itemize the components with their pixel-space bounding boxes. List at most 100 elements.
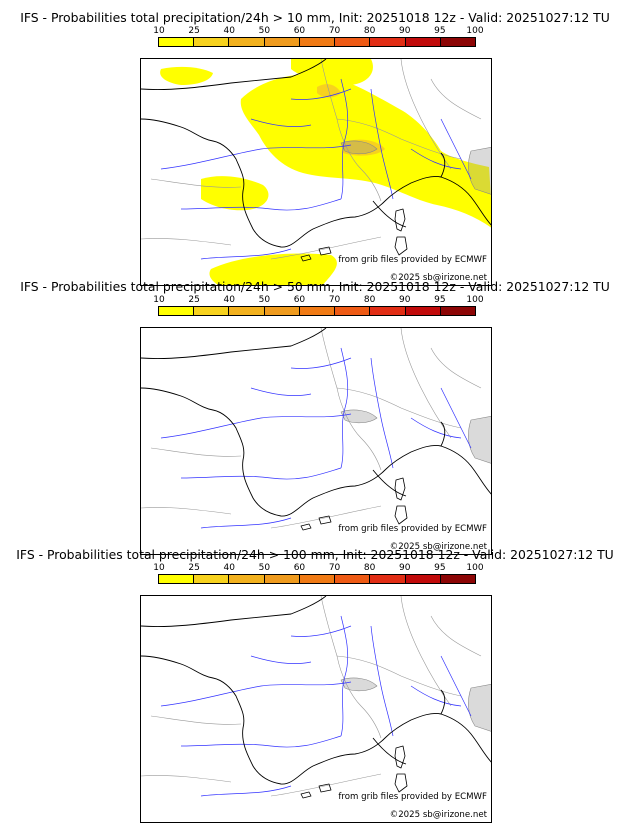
island bbox=[394, 477, 406, 501]
river bbox=[250, 387, 312, 396]
copyright-notice: ©2025 sb@irizone.net bbox=[389, 810, 487, 820]
coastline bbox=[141, 59, 327, 90]
precip-area-25-40 bbox=[341, 139, 385, 156]
colorbar-segment bbox=[370, 38, 406, 46]
island bbox=[394, 505, 408, 525]
relief-area bbox=[340, 409, 378, 424]
river bbox=[370, 88, 394, 200]
panel-title: IFS - Probabilities total precipitation/… bbox=[20, 10, 610, 25]
colorbar-segment bbox=[229, 38, 265, 46]
map-canvas bbox=[141, 596, 491, 822]
map-background bbox=[141, 596, 491, 822]
colorbar-tick-label: 10 bbox=[153, 563, 165, 573]
river bbox=[290, 625, 352, 637]
relief-area bbox=[340, 140, 378, 155]
colorbar-segment bbox=[299, 575, 336, 583]
island bbox=[300, 791, 312, 799]
river bbox=[180, 467, 342, 480]
colorbar-segment bbox=[440, 575, 475, 583]
relief-hatching bbox=[340, 409, 491, 464]
colorbar-segment bbox=[159, 307, 195, 315]
colorbar-segment bbox=[229, 575, 265, 583]
admin-border bbox=[320, 328, 382, 471]
colorbar-segment bbox=[264, 575, 300, 583]
colorbar-tick-label: 10 bbox=[153, 26, 165, 36]
panel-title: IFS - Probabilities total precipitation/… bbox=[16, 547, 614, 562]
colorbar-segment bbox=[370, 307, 406, 315]
river bbox=[250, 118, 312, 127]
island bbox=[318, 515, 332, 525]
colorbar-segment bbox=[335, 307, 371, 315]
river bbox=[160, 681, 352, 707]
river bbox=[160, 413, 352, 439]
river bbox=[370, 625, 394, 737]
colorbar-tick-label: 50 bbox=[258, 26, 271, 36]
precip-area-10-25 bbox=[160, 66, 213, 85]
river bbox=[160, 144, 352, 170]
colorbar-segment bbox=[440, 307, 475, 315]
colorbar-strip bbox=[158, 306, 476, 316]
river bbox=[440, 655, 472, 717]
river bbox=[410, 148, 462, 170]
colorbar-segment bbox=[229, 307, 265, 315]
relief-hatching bbox=[340, 677, 491, 732]
coastline bbox=[141, 596, 327, 627]
colorbar-tick-label: 100 bbox=[466, 563, 484, 573]
admin-border bbox=[430, 347, 482, 389]
colorbar-tick-label: 40 bbox=[223, 26, 235, 36]
colorbar-segment bbox=[440, 38, 475, 46]
relief-hatching bbox=[340, 140, 491, 195]
colorbar-tick-label: 40 bbox=[223, 295, 235, 305]
river bbox=[340, 78, 349, 200]
colorbar-tick-label: 40 bbox=[223, 563, 235, 573]
river bbox=[200, 517, 292, 529]
colorbar-tick-label: 50 bbox=[258, 295, 271, 305]
forecast-panel: IFS - Probabilities total precipitation/… bbox=[0, 10, 630, 286]
coastline bbox=[440, 152, 446, 178]
precip-area-10-25 bbox=[291, 59, 373, 85]
river bbox=[410, 685, 462, 707]
river bbox=[200, 785, 292, 797]
admin-border bbox=[430, 78, 482, 120]
island bbox=[318, 783, 332, 793]
river bbox=[180, 735, 342, 748]
forecast-panel: IFS - Probabilities total precipitation/… bbox=[0, 547, 630, 823]
admin-border bbox=[270, 505, 382, 529]
colorbar-tick-label: 80 bbox=[363, 563, 376, 573]
colorbar-tick-label: 60 bbox=[293, 26, 306, 36]
colorbar-tick-label: 60 bbox=[293, 295, 306, 305]
island bbox=[300, 523, 312, 531]
rivers bbox=[160, 615, 472, 797]
rivers bbox=[160, 347, 472, 529]
precip-area-10-25 bbox=[201, 176, 269, 211]
island bbox=[394, 208, 406, 232]
admin-border bbox=[141, 775, 232, 783]
colorbar-tick-label: 90 bbox=[399, 26, 411, 36]
colorbar-tick-label: 25 bbox=[188, 26, 200, 36]
coastline bbox=[440, 421, 446, 447]
admin-border bbox=[141, 507, 232, 515]
river bbox=[250, 655, 312, 664]
colorbar-tick-label: 95 bbox=[434, 26, 446, 36]
river bbox=[440, 387, 472, 449]
copyright-notice: ©2025 sb@irizone.net bbox=[389, 273, 487, 283]
admin-border bbox=[141, 238, 232, 246]
coastline bbox=[440, 689, 446, 715]
island bbox=[394, 745, 406, 769]
probability-colorbar: 10 25 40 50 60 70 80 90 95 100 bbox=[153, 295, 484, 323]
colorbar-tick-label: 80 bbox=[363, 295, 376, 305]
colorbar-tick-label: 50 bbox=[258, 563, 271, 573]
map-canvas bbox=[141, 328, 491, 554]
admin-border bbox=[430, 615, 482, 657]
colorbar-segment bbox=[405, 307, 441, 315]
colorbar-segment bbox=[264, 307, 300, 315]
admin-border bbox=[320, 59, 382, 202]
colorbar-strip bbox=[158, 574, 476, 584]
precipitation-map: from grib files provided by ECMWF ©2025 s… bbox=[140, 327, 492, 555]
data-source-credit: from grib files provided by ECMWF bbox=[338, 524, 487, 534]
river bbox=[370, 357, 394, 469]
rivers bbox=[160, 78, 472, 260]
colorbar-tick-label: 90 bbox=[399, 295, 411, 305]
colorbar-segment bbox=[299, 38, 336, 46]
river bbox=[180, 198, 342, 211]
